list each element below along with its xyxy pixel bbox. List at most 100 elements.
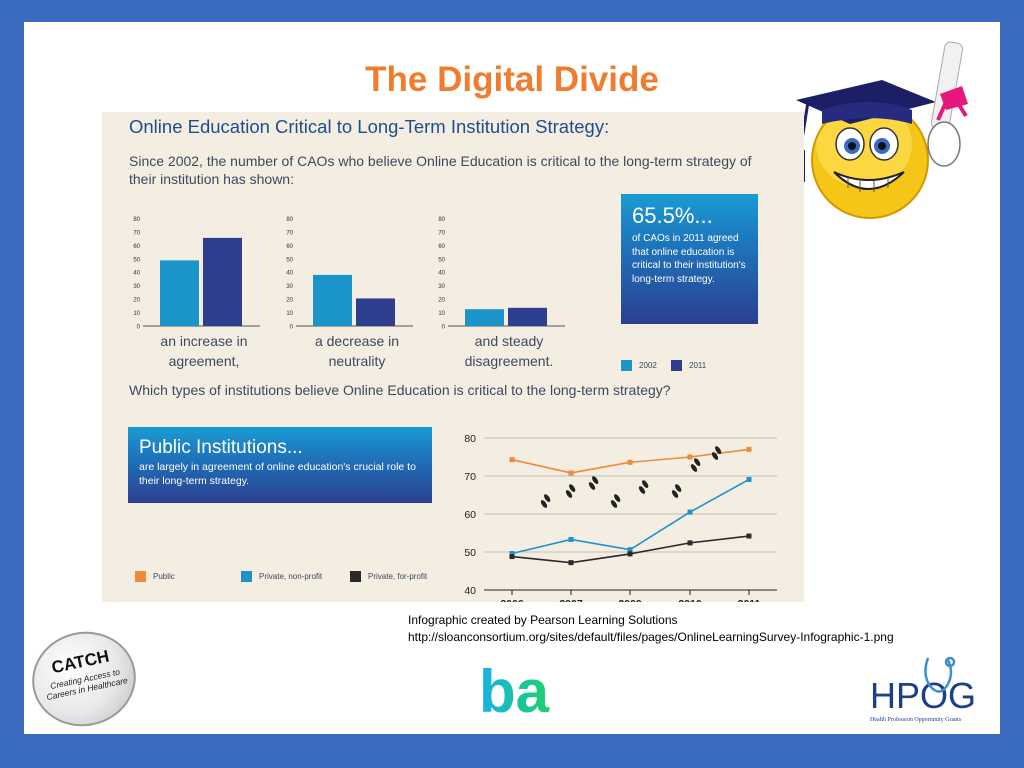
footprint-icon — [565, 484, 576, 498]
public-callout-text: are largely in agreement of online educa… — [139, 461, 416, 487]
bar-2011 — [356, 298, 395, 326]
y-tick-label: 10 — [286, 311, 293, 317]
slide-title: The Digital Divide — [365, 60, 659, 99]
y-tick-label: 40 — [464, 585, 476, 597]
data-point — [627, 459, 633, 465]
y-tick-label: 40 — [438, 271, 445, 277]
data-point — [687, 454, 693, 460]
bar-chart-1: 0 10 20 30 40 50 60 70 80 an increase in agreement… — [133, 217, 260, 369]
x-tick-label: 2006 — [500, 598, 524, 602]
y-tick-label: 0 — [442, 325, 446, 331]
legend-item-2002: 2002 — [621, 360, 657, 371]
credit-line-1: Infographic created by Pearson Learning … — [408, 613, 678, 627]
infographic-panel: Online Education Critical to Long-Term I… — [102, 112, 804, 602]
data-point — [627, 551, 633, 557]
y-tick-label: 70 — [133, 230, 140, 236]
y-tick-label: 50 — [133, 257, 140, 263]
data-point — [687, 540, 693, 546]
ba-logo: ba — [479, 660, 550, 720]
legend-swatch — [671, 360, 682, 371]
category-label: a decrease in — [315, 333, 399, 349]
y-tick-label: 30 — [438, 284, 445, 290]
stat-value: 65.5%... — [632, 203, 713, 228]
y-tick-label: 70 — [286, 230, 293, 236]
footprint-step — [690, 464, 698, 472]
credit-url[interactable]: http://sloanconsortium.org/sites/default… — [408, 630, 894, 644]
y-tick-label: 60 — [464, 509, 476, 521]
footprint-icon — [610, 494, 621, 508]
data-point — [687, 509, 693, 515]
infographic-question: Which types of institutions believe Onli… — [129, 382, 671, 398]
series-line-Private, non-profit — [511, 478, 750, 555]
y-tick-label: 60 — [286, 244, 293, 250]
y-tick-label: 10 — [438, 311, 445, 317]
y-tick-label: 50 — [438, 257, 445, 263]
footprint-step — [638, 486, 646, 494]
legend-label: Private, non-profit — [259, 572, 323, 581]
slide: The Digital Divide Online Education Crit… — [23, 22, 1000, 736]
y-tick-label: 0 — [290, 325, 294, 331]
footprint-icon — [671, 484, 682, 498]
data-point — [509, 551, 515, 557]
data-point — [509, 554, 515, 560]
credit: Infographic created by Pearson Learning … — [408, 612, 894, 646]
footprint-step — [715, 446, 722, 454]
hpog-tagline: Health Profession Opportunity Grants — [870, 717, 962, 723]
stat-callout: 65.5%... of CAOs in 2011 agreed that onl… — [621, 194, 758, 324]
category-label: agreement, — [169, 353, 240, 369]
bar-2002 — [160, 260, 199, 326]
footprint-step — [569, 484, 576, 492]
data-point — [568, 560, 574, 566]
y-tick-label: 40 — [286, 271, 293, 277]
hpog-logo: HPOG Health Profession Opportunity Grant… — [870, 654, 990, 728]
legend-item: Private, non-profit — [241, 571, 322, 582]
data-point — [746, 476, 752, 482]
y-tick-label: 30 — [133, 284, 140, 290]
graduation-smiley-icon — [795, 41, 968, 219]
footprint-step — [592, 476, 599, 484]
x-tick-label: 2009 — [618, 598, 642, 602]
footprint-step — [675, 484, 682, 492]
line-chart: 40 50 60 70 80 2006 2007 2009 2010 2011 — [464, 433, 777, 602]
bar-2011 — [203, 237, 242, 326]
x-tick-label: 2010 — [678, 598, 702, 602]
footprint-icon — [588, 476, 599, 490]
bar-chart-2: 0 10 20 30 40 50 60 70 80 a decrease in neutrality — [286, 217, 413, 369]
legend-swatch — [621, 360, 632, 371]
y-tick-label: 80 — [464, 433, 476, 445]
data-point — [568, 470, 574, 476]
category-label: neutrality — [329, 353, 386, 369]
y-tick-label: 70 — [464, 471, 476, 483]
footprint-icon — [638, 480, 649, 494]
legend-item: Private, for-profit — [350, 571, 427, 582]
footprint-step — [565, 490, 573, 498]
footprint-icon — [690, 458, 701, 472]
y-tick-label: 10 — [133, 311, 140, 317]
data-point — [746, 446, 752, 452]
bar-charts: 0 10 20 30 40 50 60 70 80 an increase in agreement… — [133, 217, 565, 369]
public-institutions-callout: Public Institutions... are largely in ag… — [128, 427, 432, 503]
y-tick-label: 60 — [438, 244, 445, 250]
legend-swatch — [350, 571, 361, 582]
y-tick-label: 80 — [438, 217, 445, 223]
bar-chart-3: 0 10 20 30 40 50 60 70 80 and steady disagreement. — [438, 217, 565, 369]
footprint-icon — [711, 446, 722, 460]
legend-swatch — [135, 571, 146, 582]
data-point — [509, 457, 515, 463]
category-label: and steady — [475, 333, 544, 349]
legend-item: Public — [135, 571, 175, 582]
footprint-step — [711, 452, 719, 460]
infographic-heading: Online Education Critical to Long-Term I… — [129, 116, 610, 137]
data-point — [627, 547, 633, 553]
footprint-step — [614, 494, 621, 502]
y-tick-label: 20 — [133, 298, 140, 304]
public-callout-title: Public Institutions... — [139, 437, 303, 458]
data-point — [746, 533, 752, 539]
x-tick-label: 2011 — [738, 598, 761, 602]
ba-logo-text: ba — [479, 660, 550, 720]
bar-2002 — [313, 274, 352, 326]
footprint-step — [544, 494, 551, 502]
y-tick-label: 60 — [133, 244, 140, 250]
y-tick-label: 80 — [133, 217, 140, 223]
catch-logo: CATCH Creating Access to Careers in Heal… — [23, 622, 145, 736]
